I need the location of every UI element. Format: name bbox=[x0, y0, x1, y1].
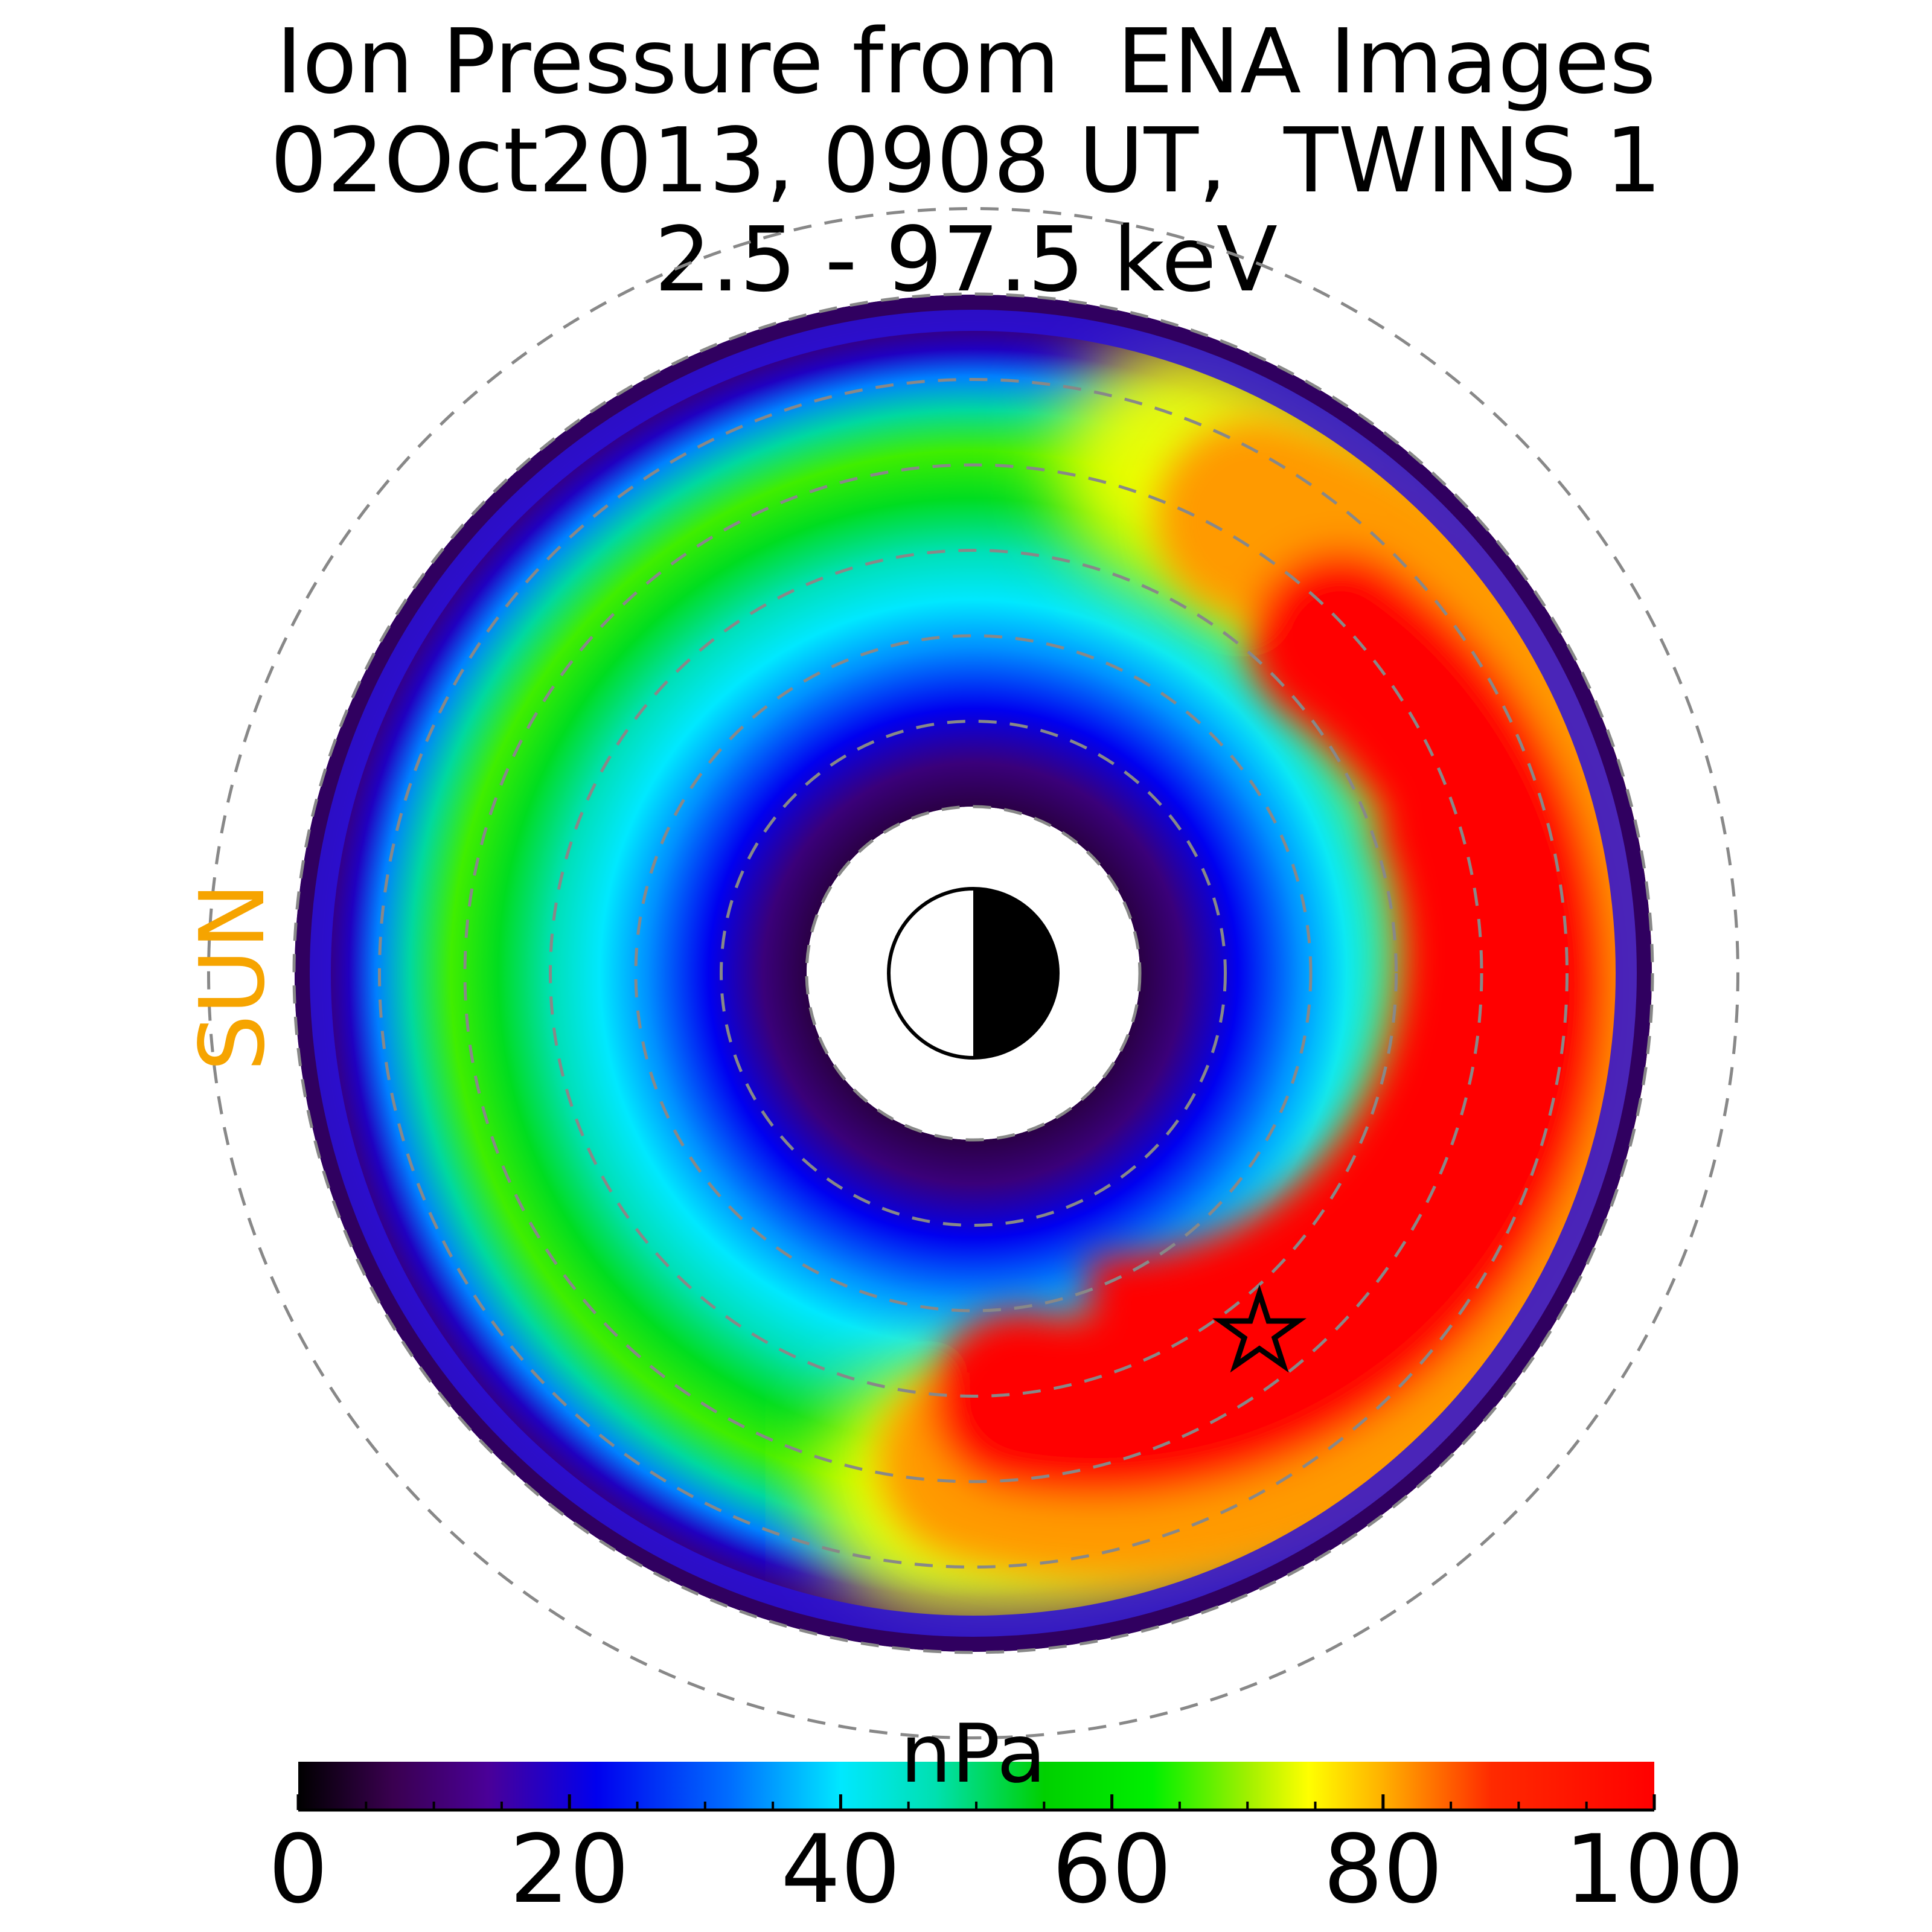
title-line-3: 2.5 - 97.5 keV bbox=[654, 208, 1278, 312]
colorbar-ticks bbox=[296, 1794, 1656, 1810]
dashed-rings bbox=[207, 207, 1739, 1739]
dashed-ring bbox=[378, 378, 1569, 1569]
star-icon bbox=[1212, 1284, 1307, 1373]
dashed-ring bbox=[549, 549, 1398, 1398]
colorbar-tick-label: 20 bbox=[510, 1814, 630, 1924]
title-line-2: 02Oct2013, 0908 UT, TWINS 1 bbox=[270, 109, 1662, 213]
colorbar-tick-label: 100 bbox=[1564, 1814, 1744, 1924]
sun-direction-label: SUN bbox=[181, 882, 284, 1072]
colorbar-tick-label: 40 bbox=[781, 1814, 901, 1924]
earth-icon bbox=[887, 887, 1060, 1060]
colorbar-tick-label: 60 bbox=[1052, 1814, 1172, 1924]
dashed-ring bbox=[720, 720, 1227, 1227]
dashed-ring bbox=[805, 805, 1142, 1142]
colorbar-tick-labels: 0 20 40 60 80 100 bbox=[268, 1814, 1744, 1924]
colorbar-tick-label: 0 bbox=[268, 1814, 328, 1924]
dashed-ring bbox=[463, 463, 1483, 1483]
colorbar-tick-label: 80 bbox=[1323, 1814, 1444, 1924]
dashed-ring bbox=[634, 634, 1313, 1313]
colorbar-unit: nPa bbox=[900, 1707, 1046, 1801]
dashed-ring bbox=[207, 207, 1739, 1739]
title-line-1: Ion Pressure from ENA Images bbox=[276, 10, 1656, 114]
dashed-ring bbox=[292, 292, 1654, 1654]
